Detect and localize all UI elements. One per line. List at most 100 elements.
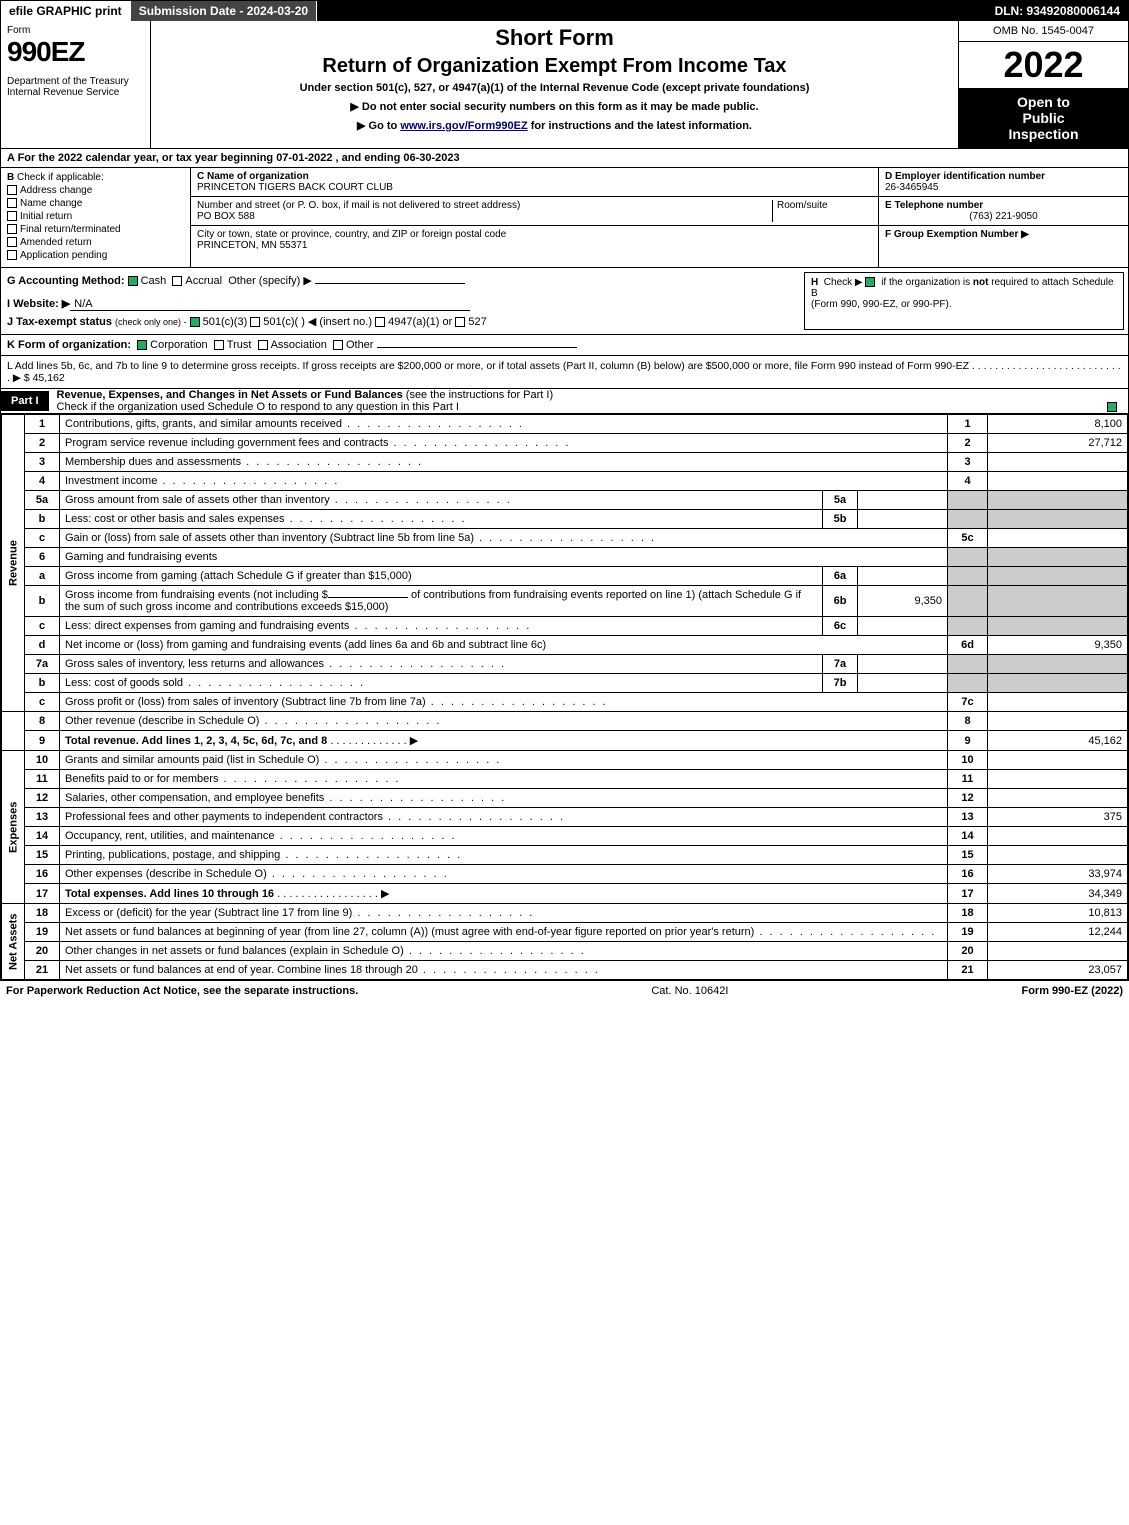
expenses-vert-label: Expenses — [2, 751, 25, 904]
form-990ez-page: efile GRAPHIC print Submission Date - 20… — [0, 0, 1129, 981]
part1-title: Revenue, Expenses, and Changes in Net As… — [57, 389, 403, 401]
app-pending-text: Application pending — [20, 250, 107, 261]
schedule-o-checkbox-icon — [1107, 402, 1117, 412]
initial-return-option[interactable]: Initial return — [7, 211, 184, 222]
column-g: G Accounting Method: Cash Accrual Other … — [1, 268, 800, 334]
checkbox-icon — [7, 224, 17, 234]
top-block: Form 990EZ Department of the Treasury In… — [1, 21, 1128, 149]
checkbox-icon — [7, 198, 17, 208]
addr-change-text: Address change — [20, 185, 92, 196]
final-return-option[interactable]: Final return/terminated — [7, 224, 184, 235]
d-label: D Employer identification number — [885, 171, 1045, 182]
dept-label: Department of the Treasury — [7, 76, 144, 87]
phone-block: E Telephone number (763) 221-9050 — [879, 197, 1128, 226]
checkbox-checked-icon — [137, 340, 147, 350]
org-name: PRINCETON TIGERS BACK COURT CLUB — [197, 182, 393, 193]
h-not: not — [973, 277, 989, 288]
line-12: 12 Salaries, other compensation, and emp… — [2, 789, 1128, 808]
checkbox-icon — [7, 185, 17, 195]
j-sub: (check only one) - — [115, 317, 187, 327]
other-specify-line — [315, 283, 465, 284]
line-16: 16 Other expenses (describe in Schedule … — [2, 865, 1128, 884]
line-5c: c Gain or (loss) from sale of assets oth… — [2, 529, 1128, 548]
street-block: Number and street (or P. O. box, if mail… — [191, 197, 878, 226]
4947-option: 4947(a)(1) or — [388, 316, 452, 328]
checkbox-icon — [7, 250, 17, 260]
l-amount: 45,162 — [33, 372, 65, 384]
f-label: F Group Exemption Number ▶ — [885, 229, 1029, 240]
e-label: E Telephone number — [885, 200, 983, 211]
b-label: B — [7, 172, 14, 183]
accrual-option: Accrual — [185, 275, 222, 287]
irs-label: Internal Revenue Service — [7, 87, 144, 98]
accounting-method-row: G Accounting Method: Cash Accrual Other … — [7, 274, 794, 287]
line-3: 3 Membership dues and assessments 3 — [2, 453, 1128, 472]
instruction-ssn: ▶ Do not enter social security numbers o… — [161, 100, 948, 113]
efile-label: efile GRAPHIC print — [1, 1, 131, 21]
other-option: Other (specify) ▶ — [228, 275, 312, 287]
501c3-option: 501(c)(3) — [203, 316, 248, 328]
ein-value: 26-3465945 — [885, 182, 938, 193]
inspection-box: Open to Public Inspection — [959, 88, 1128, 148]
part1-sub: (see the instructions for Part I) — [403, 389, 553, 401]
line-6a: a Gross income from gaming (attach Sched… — [2, 567, 1128, 586]
short-form-title: Short Form — [161, 25, 948, 51]
i-label: I Website: ▶ — [7, 298, 70, 310]
part1-table: Revenue 1 Contributions, gifts, grants, … — [1, 414, 1128, 980]
cash-option: Cash — [141, 275, 167, 287]
line-11: 11 Benefits paid to or for members 11 — [2, 770, 1128, 789]
website-value: N/A — [70, 298, 470, 311]
street-value: PO BOX 588 — [197, 211, 255, 222]
revenue-vert-label: Revenue — [2, 415, 25, 712]
line-6d: d Net income or (loss) from gaming and f… — [2, 636, 1128, 655]
city-value: PRINCETON, MN 55371 — [197, 240, 307, 251]
city-block: City or town, state or province, country… — [191, 226, 878, 254]
subtitle: Under section 501(c), 527, or 4947(a)(1)… — [161, 82, 948, 94]
public: Public — [965, 110, 1122, 126]
year-column: OMB No. 1545-0047 2022 Open to Public In… — [958, 21, 1128, 148]
checkbox-icon — [7, 237, 17, 247]
omb-number: OMB No. 1545-0047 — [959, 21, 1128, 42]
column-b: B Check if applicable: Address change Na… — [1, 168, 191, 267]
k-label: K Form of organization: — [7, 339, 131, 351]
addr-change-option[interactable]: Address change — [7, 185, 184, 196]
group-exemption-block: F Group Exemption Number ▶ — [879, 226, 1128, 243]
checkbox-icon — [250, 317, 260, 327]
title-column: Short Form Return of Organization Exempt… — [151, 21, 958, 148]
name-change-option[interactable]: Name change — [7, 198, 184, 209]
line-20: 20 Other changes in net assets or fund b… — [2, 942, 1128, 961]
g-label: G Accounting Method: — [7, 275, 125, 287]
amended-text: Amended return — [20, 237, 92, 248]
main-title: Return of Organization Exempt From Incom… — [161, 55, 948, 78]
page-footer: For Paperwork Reduction Act Notice, see … — [0, 981, 1129, 1001]
irs-link[interactable]: www.irs.gov/Form990EZ — [400, 120, 527, 132]
line-6c: c Less: direct expenses from gaming and … — [2, 617, 1128, 636]
line-7c: c Gross profit or (loss) from sales of i… — [2, 693, 1128, 712]
527-option: 527 — [468, 316, 486, 328]
tax-year: 2022 — [959, 42, 1128, 88]
trust-option: Trust — [227, 339, 252, 351]
footer-cat: Cat. No. 10642I — [651, 985, 728, 997]
other-org-line — [377, 347, 577, 348]
app-pending-option[interactable]: Application pending — [7, 250, 184, 261]
row-a-tax-year: A For the 2022 calendar year, or tax yea… — [1, 149, 1128, 168]
line-10: Expenses 10 Grants and similar amounts p… — [2, 751, 1128, 770]
contrib-blank — [328, 597, 408, 598]
other-org-option: Other — [346, 339, 374, 351]
line-14: 14 Occupancy, rent, utilities, and maint… — [2, 827, 1128, 846]
line-8: 8 Other revenue (describe in Schedule O)… — [2, 712, 1128, 731]
line-18: Net Assets 18 Excess or (deficit) for th… — [2, 904, 1128, 923]
tax-exempt-row: J Tax-exempt status (check only one) - 5… — [7, 315, 794, 328]
line-9: 9 Total revenue. Add lines 1, 2, 3, 4, 5… — [2, 731, 1128, 751]
initial-text: Initial return — [20, 211, 72, 222]
checkbox-checked-icon — [865, 277, 875, 287]
line-15: 15 Printing, publications, postage, and … — [2, 846, 1128, 865]
checkbox-icon — [375, 317, 385, 327]
checkbox-icon — [214, 340, 224, 350]
phone-value: (763) 221-9050 — [885, 211, 1122, 222]
line-6b: b Gross income from fundraising events (… — [2, 586, 1128, 617]
instruction-link-row: ▶ Go to www.irs.gov/Form990EZ for instru… — [161, 119, 948, 132]
form-id-column: Form 990EZ Department of the Treasury In… — [1, 21, 151, 148]
line-21: 21 Net assets or fund balances at end of… — [2, 961, 1128, 980]
amended-return-option[interactable]: Amended return — [7, 237, 184, 248]
